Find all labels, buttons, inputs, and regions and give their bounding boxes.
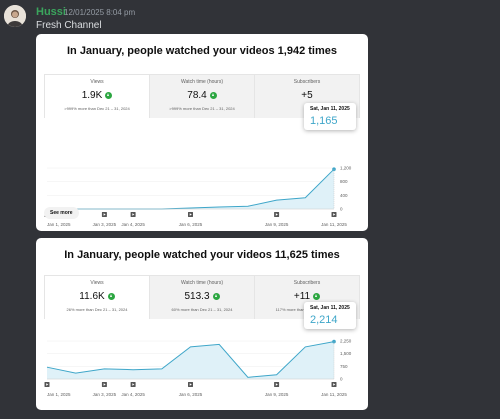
see-more-button[interactable]: See more bbox=[44, 207, 79, 219]
stat-comparison: >999% more than Dec 21 – 31, 2024 bbox=[64, 106, 130, 111]
arrow-up-icon bbox=[209, 92, 217, 99]
x-tick-label: Jan 9, 2025 bbox=[265, 392, 289, 397]
y-tick-label: 1,200 bbox=[340, 166, 352, 171]
user-avatar[interactable] bbox=[4, 5, 26, 27]
play-glyph bbox=[189, 383, 192, 386]
message-timestamp: 12/01/2025 8:04 pm bbox=[64, 8, 136, 17]
views-chart: 2,250 1,500 750 0 Jan 1, 2025 Jan 3, 2025 Jan … bbox=[44, 319, 368, 407]
x-tick-label: Jan 1, 2025 bbox=[47, 222, 71, 227]
play-glyph bbox=[103, 213, 106, 216]
message-author[interactable]: Hussi bbox=[36, 6, 66, 18]
play-glyph bbox=[275, 213, 278, 216]
y-tick-label: 0 bbox=[340, 207, 343, 212]
play-glyph bbox=[103, 383, 106, 386]
y-tick-label: 0 bbox=[340, 377, 343, 382]
tooltip-date: Sat, Jan 11, 2025 bbox=[310, 305, 350, 311]
y-tick-label: 1,500 bbox=[340, 351, 352, 356]
chart-tooltip: Sat, Jan 11, 2025 1,165 bbox=[304, 103, 356, 130]
stat-label: Subscribers bbox=[293, 280, 321, 286]
x-tick-label: Jan 4, 2025 bbox=[121, 392, 145, 397]
stats-row: Views 11.6K 26% more than Dec 21 – 31, 2… bbox=[44, 275, 360, 319]
stat-views: Views 11.6K 26% more than Dec 21 – 31, 2… bbox=[45, 276, 150, 319]
x-tick-label: Jan 4, 2025 bbox=[121, 222, 145, 227]
stat-watch-time: Watch time (hours) 78.4 >999% more than … bbox=[150, 75, 255, 118]
stat-label: Views bbox=[90, 280, 104, 286]
play-glyph bbox=[189, 213, 192, 216]
stat-value: 1.9K bbox=[81, 90, 103, 101]
tooltip-date: Sat, Jan 11, 2025 bbox=[310, 106, 350, 112]
tooltip-value: 1,165 bbox=[310, 115, 338, 127]
analytics-image-1[interactable]: In January, people watched your videos 1… bbox=[36, 34, 368, 231]
play-glyph bbox=[132, 213, 135, 216]
x-tick-label: Jan 3, 2025 bbox=[93, 392, 117, 397]
stat-comparison: >999% more than Dec 21 – 31, 2024 bbox=[169, 106, 235, 111]
analytics-image-2[interactable]: In January, people watched your videos 1… bbox=[36, 238, 368, 410]
x-tick-label: Jan 6, 2025 bbox=[179, 392, 203, 397]
chart-svg: 2,250 1,500 750 0 Jan 1, 2025 Jan 3, 2025 Jan … bbox=[44, 339, 352, 397]
y-tick-label: 400 bbox=[340, 193, 348, 198]
play-glyph bbox=[46, 383, 49, 386]
area-fill bbox=[47, 169, 334, 209]
stat-value: 11.6K bbox=[79, 291, 105, 302]
play-glyph bbox=[275, 383, 278, 386]
x-tick-label: Jan 11, 2025 bbox=[321, 222, 347, 227]
stat-watch-time: Watch time (hours) 513.3 60% more than D… bbox=[150, 276, 255, 319]
arrow-up-icon bbox=[313, 293, 321, 300]
stat-value: +5 bbox=[301, 90, 313, 101]
y-tick-label: 800 bbox=[340, 179, 348, 184]
x-tick-label: Jan 6, 2025 bbox=[179, 222, 203, 227]
analytics-title: In January, people watched your videos 1… bbox=[66, 45, 337, 57]
play-glyph bbox=[333, 383, 336, 386]
play-glyph bbox=[132, 383, 135, 386]
stat-value: 513.3 bbox=[184, 291, 210, 302]
stat-views: Views 1.9K >999% more than Dec 21 – 31, … bbox=[45, 75, 150, 118]
x-tick-label: Jan 9, 2025 bbox=[265, 222, 289, 227]
stat-label: Watch time (hours) bbox=[180, 79, 224, 85]
stat-value: 78.4 bbox=[187, 90, 207, 101]
views-chart: 1,200 800 400 0 Jan 1, 2025 Jan 3, 2025 Jan 4,… bbox=[44, 118, 368, 228]
x-tick-label: Jan 1, 2025 bbox=[47, 392, 71, 397]
arrow-up-icon bbox=[105, 92, 113, 99]
data-point-highlight bbox=[332, 167, 336, 171]
y-tick-label: 750 bbox=[340, 364, 348, 369]
stat-label: Subscribers bbox=[293, 79, 321, 85]
chart-svg: 1,200 800 400 0 Jan 1, 2025 Jan 3, 2025 Jan 4,… bbox=[44, 166, 352, 227]
stat-label: Watch time (hours) bbox=[180, 280, 224, 286]
message-content: Fresh Channel bbox=[36, 20, 102, 31]
stat-value: +11 bbox=[293, 291, 311, 302]
stat-label: Views bbox=[90, 79, 104, 85]
tooltip-value: 2,214 bbox=[310, 314, 338, 326]
x-tick-label: Jan 3, 2025 bbox=[93, 222, 117, 227]
stat-comparison: 60% more than Dec 21 – 31, 2024 bbox=[171, 307, 233, 312]
play-glyph bbox=[333, 213, 336, 216]
chart-tooltip: Sat, Jan 11, 2025 2,214 bbox=[304, 302, 356, 329]
arrow-up-icon bbox=[212, 293, 220, 300]
stat-comparison: 26% more than Dec 21 – 31, 2024 bbox=[66, 307, 128, 312]
x-tick-label: Jan 11, 2025 bbox=[321, 392, 347, 397]
series-line bbox=[46, 341, 335, 378]
analytics-title: In January, people watched your videos 1… bbox=[64, 249, 340, 261]
y-tick-label: 2,250 bbox=[340, 339, 352, 344]
stats-row: Views 1.9K >999% more than Dec 21 – 31, … bbox=[44, 74, 360, 118]
arrow-up-icon bbox=[107, 293, 115, 300]
